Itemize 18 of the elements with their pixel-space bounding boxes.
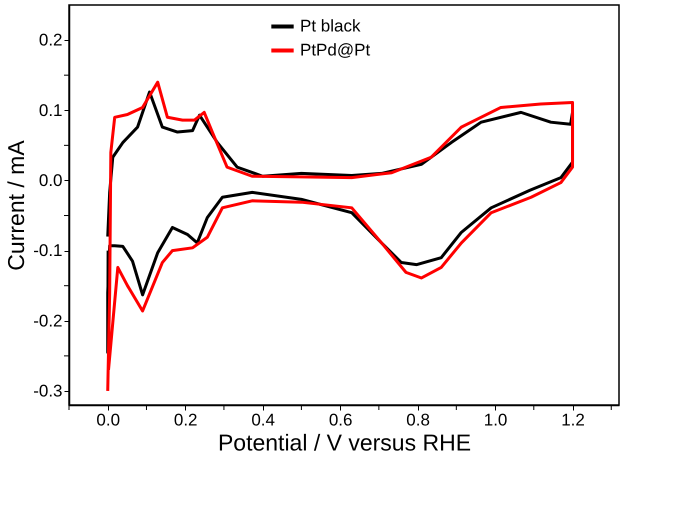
x-tick-label: 0.0 [96,410,120,430]
legend-label: PtPd@Pt [300,40,370,60]
y-tick-label: -0.2 [33,311,62,330]
y-tick-label: -0.3 [33,381,62,400]
legend-label: Pt black [300,16,361,36]
x-tick-label: 1.2 [561,410,585,430]
x-tick-label: 0.4 [251,410,275,430]
line-series [106,80,574,392]
y-tick-label: 0.1 [38,100,62,120]
y-axis-title: Current / mA [3,140,30,271]
x-axis-title: Potential / V versus RHE [218,430,472,456]
y-tick-label: 0.0 [38,170,62,190]
y-tick-label: 0.2 [38,30,62,50]
x-tick-label: 0.6 [328,410,352,430]
x-tick-label: 0.2 [174,410,198,430]
x-tick-label: 1.0 [484,410,508,430]
y-tick-label: -0.1 [33,241,62,260]
x-tick-label: 0.8 [406,410,430,430]
